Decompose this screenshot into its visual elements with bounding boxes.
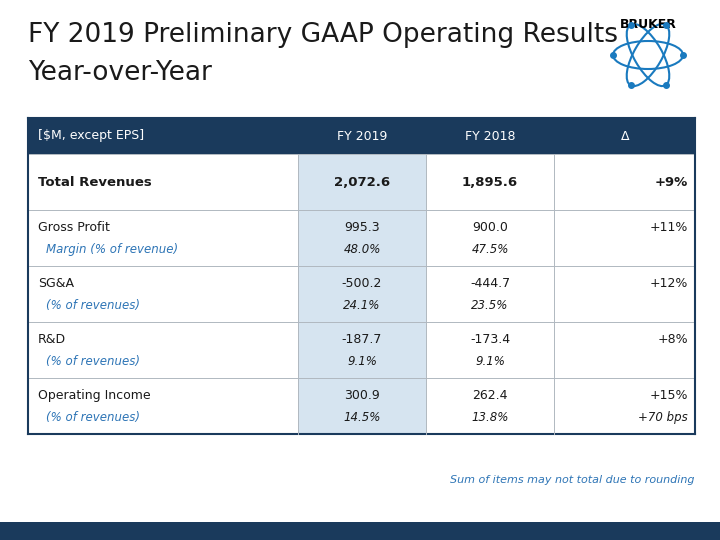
Bar — [28, 266, 298, 322]
Text: FY 2019 Preliminary GAAP Operating Results: FY 2019 Preliminary GAAP Operating Resul… — [28, 22, 618, 48]
Text: Operating Income: Operating Income — [38, 389, 150, 402]
Bar — [426, 322, 554, 378]
Bar — [554, 266, 696, 322]
Bar — [298, 266, 426, 322]
Bar — [426, 154, 554, 210]
Text: +11%: +11% — [649, 221, 688, 234]
Text: 1,895.6: 1,895.6 — [462, 176, 518, 188]
Text: 13.8%: 13.8% — [472, 411, 509, 424]
Text: 24.1%: 24.1% — [343, 299, 381, 312]
Text: 48.0%: 48.0% — [343, 242, 381, 256]
Text: 9.1%: 9.1% — [475, 355, 505, 368]
Text: 300.9: 300.9 — [344, 389, 380, 402]
Text: FY 2019: FY 2019 — [337, 130, 387, 143]
Bar — [28, 378, 298, 434]
Text: +8%: +8% — [657, 333, 688, 347]
Bar — [28, 154, 298, 210]
Text: 900.0: 900.0 — [472, 221, 508, 234]
Text: +70 bps: +70 bps — [638, 411, 688, 424]
Text: (% of revenues): (% of revenues) — [46, 355, 140, 368]
Text: -444.7: -444.7 — [470, 278, 510, 291]
Bar — [28, 210, 298, 266]
Bar — [28, 118, 695, 154]
Text: Margin (% of revenue): Margin (% of revenue) — [46, 242, 178, 256]
Text: SG&A: SG&A — [38, 278, 74, 291]
Text: 995.3: 995.3 — [344, 221, 380, 234]
Text: Sum of items may not total due to rounding: Sum of items may not total due to roundi… — [451, 475, 695, 485]
Bar — [426, 378, 554, 434]
Text: Total Revenues: Total Revenues — [38, 176, 152, 188]
Text: +9%: +9% — [654, 176, 688, 188]
Bar — [0, 522, 720, 540]
Text: (% of revenues): (% of revenues) — [46, 299, 140, 312]
Bar — [426, 210, 554, 266]
Text: Δ: Δ — [621, 130, 629, 143]
Text: Year-over-Year: Year-over-Year — [28, 60, 212, 86]
Text: 47.5%: 47.5% — [472, 242, 509, 256]
Text: 9.1%: 9.1% — [347, 355, 377, 368]
Text: R&D: R&D — [38, 333, 66, 347]
Text: -173.4: -173.4 — [470, 333, 510, 347]
Text: 262.4: 262.4 — [472, 389, 508, 402]
Text: +12%: +12% — [649, 278, 688, 291]
Bar — [298, 210, 426, 266]
Text: [$M, except EPS]: [$M, except EPS] — [38, 130, 144, 143]
Text: Gross Profit: Gross Profit — [38, 221, 110, 234]
Text: 2,072.6: 2,072.6 — [334, 176, 390, 188]
Text: +15%: +15% — [649, 389, 688, 402]
Text: -500.2: -500.2 — [342, 278, 382, 291]
Bar — [554, 210, 696, 266]
Text: -187.7: -187.7 — [342, 333, 382, 347]
Bar — [426, 266, 554, 322]
Bar — [554, 378, 696, 434]
Bar — [554, 154, 696, 210]
Bar — [298, 378, 426, 434]
Text: BRUKER: BRUKER — [620, 18, 676, 31]
Text: 14.5%: 14.5% — [343, 411, 381, 424]
Bar — [298, 154, 426, 210]
Text: 23.5%: 23.5% — [472, 299, 509, 312]
Bar — [554, 322, 696, 378]
Text: (% of revenues): (% of revenues) — [46, 411, 140, 424]
Bar — [28, 322, 298, 378]
Bar — [298, 322, 426, 378]
Text: FY 2018: FY 2018 — [464, 130, 516, 143]
